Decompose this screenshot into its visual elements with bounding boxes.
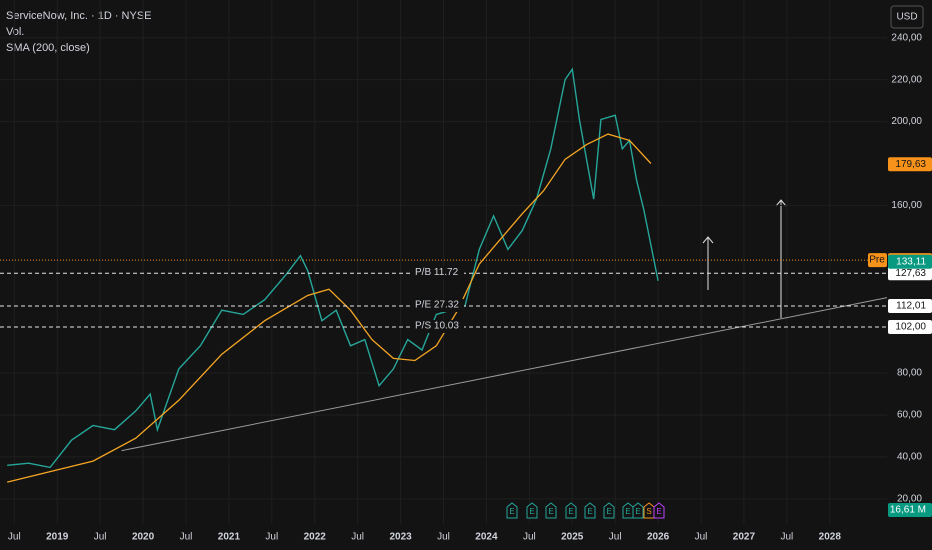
x-tick-label: Jul bbox=[695, 532, 708, 543]
indicator-label: Vol. bbox=[6, 26, 24, 38]
level-badge bbox=[888, 266, 932, 281]
event-marker-label: S bbox=[646, 507, 651, 516]
event-marker bbox=[506, 502, 518, 519]
y-tick-label: 240,00 bbox=[891, 32, 922, 43]
event-marker bbox=[584, 502, 596, 519]
volume-badge bbox=[888, 503, 932, 517]
x-tick-label: Jul bbox=[265, 532, 278, 543]
x-tick-label: 2027 bbox=[733, 532, 756, 543]
event-marker-label: E bbox=[587, 507, 592, 516]
y-tick-label: 80,00 bbox=[897, 368, 922, 379]
currency-button[interactable] bbox=[890, 5, 924, 29]
level-badge bbox=[888, 298, 932, 313]
x-tick-label: 2020 bbox=[132, 532, 155, 543]
volume-label: 16,61 M bbox=[890, 505, 926, 516]
event-marker-label: E bbox=[509, 507, 514, 516]
x-tick-label: 2022 bbox=[304, 532, 327, 543]
level-annotation-bg bbox=[412, 319, 464, 333]
x-tick-label: Jul bbox=[180, 532, 193, 543]
sma-badge-label: 179,63 bbox=[895, 159, 926, 170]
event-marker-label: E bbox=[548, 507, 553, 516]
event-marker bbox=[643, 502, 655, 519]
level-badge-label: 112,01 bbox=[896, 301, 926, 312]
x-tick-label: 2019 bbox=[46, 532, 69, 543]
x-tick-label: 2026 bbox=[647, 532, 670, 543]
event-marker bbox=[603, 502, 615, 519]
x-tick-label: Jul bbox=[351, 532, 364, 543]
x-tick-label: Jul bbox=[94, 532, 107, 543]
x-tick-label: 2023 bbox=[389, 532, 412, 543]
sma-badge bbox=[888, 157, 932, 172]
pre-tag-label: Pre bbox=[869, 255, 885, 266]
y-tick-label: 200,00 bbox=[891, 116, 922, 127]
event-marker bbox=[653, 502, 665, 519]
level-annotation-bg bbox=[412, 266, 464, 280]
event-marker-label: E bbox=[625, 507, 630, 516]
x-tick-label: 2025 bbox=[561, 532, 584, 543]
y-tick-label: 220,00 bbox=[891, 74, 922, 85]
event-marker-label: E bbox=[529, 507, 534, 516]
y-tick-label: 40,00 bbox=[897, 452, 922, 463]
price-line bbox=[7, 67, 659, 469]
trendline bbox=[121, 297, 888, 452]
chart-title: ServiceNow, Inc. · 1D · NYSE bbox=[6, 10, 152, 22]
currency-label[interactable]: USD bbox=[896, 12, 917, 23]
price-line bbox=[7, 133, 652, 483]
level-badge-label: 127,63 bbox=[895, 268, 926, 279]
level-badge bbox=[888, 319, 932, 334]
event-marker bbox=[622, 502, 634, 519]
x-tick-label: Jul bbox=[523, 532, 536, 543]
event-marker-label: E bbox=[606, 507, 611, 516]
event-marker bbox=[565, 502, 577, 519]
event-marker bbox=[632, 502, 644, 519]
level-badge-label: 102,00 bbox=[895, 322, 926, 333]
level-annotation: P/B 11.72 bbox=[415, 267, 459, 278]
indicator-label: SMA (200, close) bbox=[6, 42, 90, 54]
last-price-badge-label: 133,11 bbox=[896, 256, 926, 267]
level-annotation: P/E 27.32 bbox=[415, 300, 459, 311]
x-tick-label: 2024 bbox=[475, 532, 498, 543]
arrow-head bbox=[702, 236, 714, 244]
pre-tag bbox=[868, 253, 887, 268]
event-marker-label: E bbox=[656, 507, 661, 516]
y-tick-label: 20,00 bbox=[897, 493, 922, 504]
x-tick-label: 2028 bbox=[819, 532, 842, 543]
x-tick-label: Jul bbox=[8, 532, 21, 543]
event-marker bbox=[526, 502, 538, 519]
x-tick-label: Jul bbox=[437, 532, 450, 543]
x-tick-label: Jul bbox=[609, 532, 622, 543]
level-annotation: P/S 10.03 bbox=[415, 321, 459, 332]
x-tick-label: 2021 bbox=[218, 532, 241, 543]
y-tick-label: 160,00 bbox=[891, 200, 922, 211]
y-tick-label: 60,00 bbox=[897, 410, 922, 421]
level-annotation-bg bbox=[412, 298, 464, 312]
last-price-badge bbox=[888, 254, 932, 269]
event-marker-label: E bbox=[568, 507, 573, 516]
x-tick-label: Jul bbox=[780, 532, 793, 543]
event-marker bbox=[545, 502, 557, 519]
event-marker-label: E bbox=[635, 507, 640, 516]
arrow-head bbox=[775, 199, 787, 207]
